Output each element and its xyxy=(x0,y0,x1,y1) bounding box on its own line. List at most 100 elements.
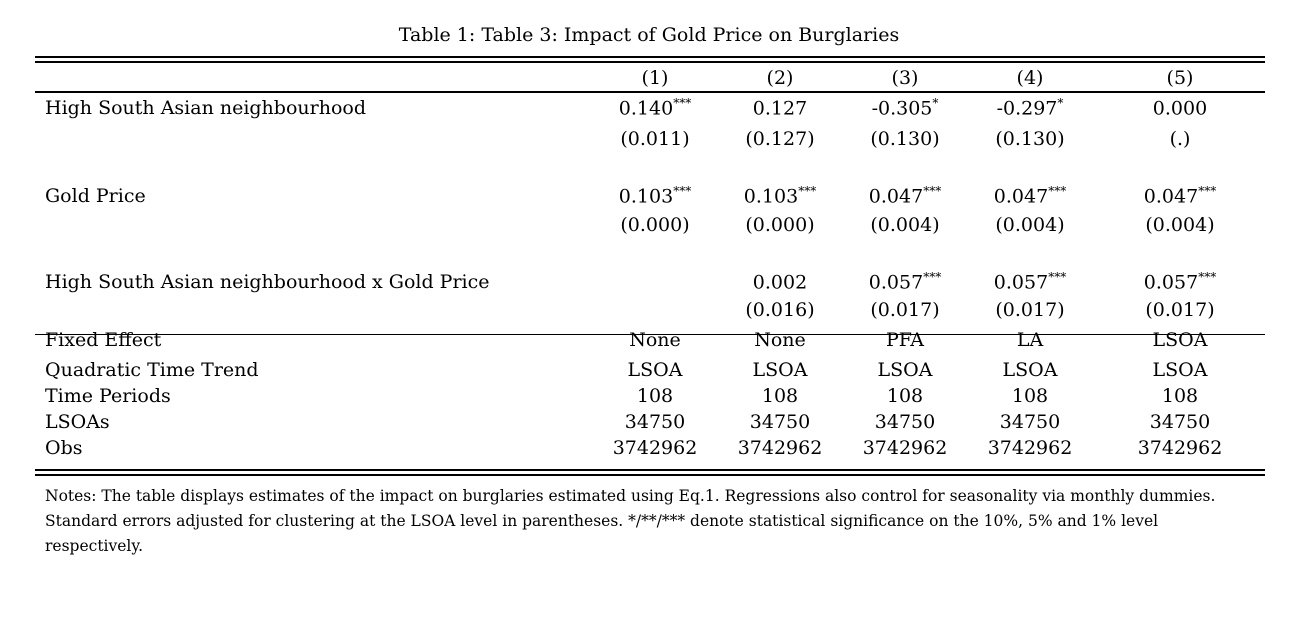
stat-row: Quadratic Time Trend LSOA LSOA LSOA LSOA LSOA xyxy=(35,357,1265,383)
stat-value: LSOA xyxy=(715,357,845,383)
row-label-text: High South Asian neighbourhood x Gold Pr… xyxy=(45,271,490,293)
significance-stars: *** xyxy=(923,184,942,199)
standard-error: (0.000) xyxy=(595,211,715,267)
coefficient: 0.057*** xyxy=(1095,267,1265,297)
stat-value-text: 108 xyxy=(761,385,799,407)
stat-value-text: 3742962 xyxy=(862,437,948,459)
stat-value-text: 34750 xyxy=(749,411,811,433)
column-header-text: (1) xyxy=(641,66,669,89)
coefficient-text: 0.000 xyxy=(1152,97,1208,120)
stat-value-text: 108 xyxy=(1161,385,1199,407)
stat-value-text: LSOA xyxy=(1152,329,1208,351)
stat-value: 108 xyxy=(845,383,965,409)
column-header: (2) xyxy=(715,64,845,91)
coef-row: High South Asian neighbourhood 0.140*** 0.… xyxy=(35,91,1265,125)
coefficient: 0.047*** xyxy=(1095,181,1265,211)
stat-value: 3742962 xyxy=(595,435,715,461)
table-notes: Notes: The table displays estimates of t… xyxy=(45,487,1216,555)
standard-error-text: (0.017) xyxy=(995,299,1065,321)
stat-value-text: 108 xyxy=(886,385,924,407)
standard-error-text: (0.130) xyxy=(870,128,940,150)
stat-value: PFA xyxy=(845,323,965,357)
standard-error: (0.130) xyxy=(845,125,965,181)
standard-error: (0.004) xyxy=(845,211,965,267)
se-row: (0.016) (0.017) (0.017) (0.017) xyxy=(35,297,1265,323)
stat-value-text: 34750 xyxy=(874,411,936,433)
column-header: (4) xyxy=(965,64,1095,91)
standard-error: (0.004) xyxy=(965,211,1095,267)
column-header-text: (5) xyxy=(1166,66,1194,89)
coefficient-text: 0.057 xyxy=(1143,271,1199,294)
coefficient: -0.297* xyxy=(965,91,1095,125)
coefficient: 0.047*** xyxy=(845,181,965,211)
row-label-text: Gold Price xyxy=(45,185,146,207)
coefficient xyxy=(595,267,715,297)
stat-value: 108 xyxy=(715,383,845,409)
stat-value: 108 xyxy=(1095,383,1265,409)
stat-value: None xyxy=(595,323,715,357)
se-row: (0.000) (0.000) (0.004) (0.004) (0.004) xyxy=(35,211,1265,267)
significance-stars: *** xyxy=(1198,270,1217,285)
stat-value: 34750 xyxy=(595,409,715,435)
coefficient-text: -0.305 xyxy=(871,97,933,120)
stat-value: 3742962 xyxy=(715,435,845,461)
top-rule-2 xyxy=(35,61,1265,63)
stat-value: 34750 xyxy=(965,409,1095,435)
row-label-text: LSOAs xyxy=(45,411,110,433)
standard-error-text: (0.011) xyxy=(620,128,690,150)
stat-value-text: None xyxy=(629,329,681,351)
significance-stars: *** xyxy=(673,184,692,199)
row-label: Time Periods xyxy=(35,383,595,409)
stat-value: 3742962 xyxy=(1095,435,1265,461)
row-label: High South Asian neighbourhood x Gold Pr… xyxy=(35,267,595,297)
standard-error-text: (0.004) xyxy=(1145,214,1215,236)
stat-value: 34750 xyxy=(715,409,845,435)
stat-value: LA xyxy=(965,323,1095,357)
stat-row: LSOAs 34750 34750 34750 34750 34750 xyxy=(35,409,1265,435)
stat-value: LSOA xyxy=(1095,323,1265,357)
standard-error-text: (.) xyxy=(1169,128,1191,150)
stat-value: 108 xyxy=(965,383,1095,409)
regression-table: (1) (2) (3) (4) (5) High South Asian neighbou… xyxy=(35,64,1265,461)
stat-value-text: 3742962 xyxy=(1137,437,1223,459)
coefficient-text: 0.047 xyxy=(868,185,924,208)
top-rule xyxy=(35,56,1265,58)
stat-value-text: LSOA xyxy=(1152,359,1208,381)
column-header-text: (4) xyxy=(1016,66,1044,89)
coefficient-text: 0.002 xyxy=(752,271,808,294)
standard-error: (0.011) xyxy=(595,125,715,181)
stat-row: Fixed Effect None None PFA LA LSOA xyxy=(35,323,1265,357)
coefficient-text: 0.140 xyxy=(618,97,674,120)
column-header: (3) xyxy=(845,64,965,91)
significance-stars: *** xyxy=(923,270,942,285)
standard-error: (0.127) xyxy=(715,125,845,181)
stat-value: 108 xyxy=(595,383,715,409)
stat-value: 3742962 xyxy=(965,435,1095,461)
significance-stars: *** xyxy=(1198,184,1217,199)
standard-error-text: (0.000) xyxy=(620,214,690,236)
stat-value-text: LA xyxy=(1016,329,1044,351)
row-label: LSOAs xyxy=(35,409,595,435)
stat-value: LSOA xyxy=(1095,357,1265,383)
stat-row: Time Periods 108 108 108 108 108 xyxy=(35,383,1265,409)
standard-error-text: (0.004) xyxy=(995,214,1065,236)
row-label-text: Quadratic Time Trend xyxy=(45,359,259,381)
mid-rule xyxy=(35,334,1265,336)
stat-value: 34750 xyxy=(1095,409,1265,435)
coefficient: 0.057*** xyxy=(845,267,965,297)
stat-value-text: 3742962 xyxy=(987,437,1073,459)
coefficient: 0.103*** xyxy=(595,181,715,211)
column-header-text: (2) xyxy=(766,66,794,89)
bottom-rule-2 xyxy=(35,474,1265,476)
standard-error: (0.016) xyxy=(715,297,845,323)
standard-error-text: (0.004) xyxy=(870,214,940,236)
coefficient-text: 0.057 xyxy=(868,271,924,294)
standard-error-text: (0.130) xyxy=(995,128,1065,150)
stat-value: LSOA xyxy=(595,357,715,383)
stat-value-text: 34750 xyxy=(624,411,686,433)
coefficient: -0.305* xyxy=(845,91,965,125)
coefficient-text: -0.297 xyxy=(996,97,1058,120)
standard-error: (0.017) xyxy=(1095,297,1265,323)
row-label-text: Time Periods xyxy=(45,385,171,407)
standard-error xyxy=(595,297,715,323)
